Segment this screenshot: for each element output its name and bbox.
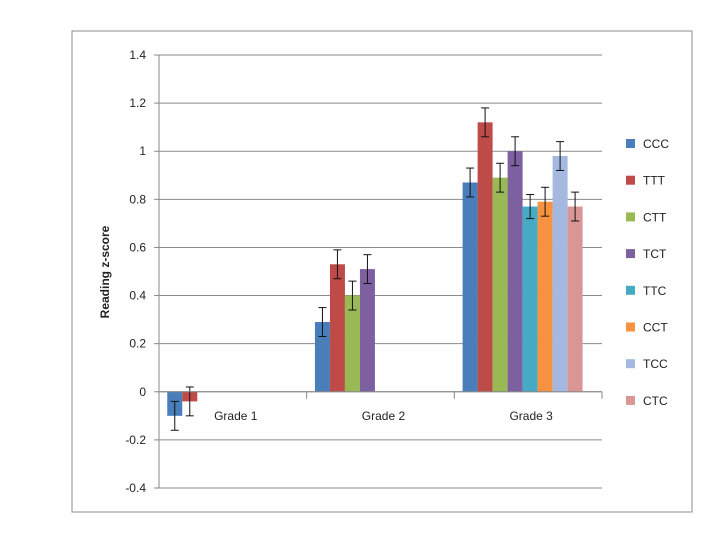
legend-swatch-ttc — [626, 285, 635, 295]
x-category-label: Grade 1 — [214, 409, 258, 423]
y-axis-label: Reading z-score — [98, 225, 112, 318]
legend-label-ttt: TTT — [643, 174, 666, 188]
bar-ccc-grade-3 — [462, 182, 478, 392]
y-tick-label: 0.8 — [129, 192, 146, 206]
y-tick-label: 0.4 — [129, 289, 146, 303]
bar-ctc-grade-3 — [567, 206, 583, 392]
bar-cct-grade-3 — [537, 201, 553, 392]
bar-ttt-grade-3 — [477, 122, 493, 392]
y-tick-label: -0.2 — [125, 433, 146, 447]
bar-ttt-grade-2 — [329, 264, 345, 392]
bar-ctt-grade-3 — [492, 177, 508, 392]
legend-label-ctc: CTC — [643, 394, 668, 408]
y-tick-label: 1 — [139, 144, 146, 158]
y-tick-label: 1.2 — [129, 96, 146, 110]
y-tick-label: 0.6 — [129, 240, 146, 254]
legend-label-cct: CCT — [643, 321, 668, 335]
y-tick-label: 0.2 — [129, 337, 146, 351]
y-tick-label: 1.4 — [129, 48, 146, 62]
bar-tct-grade-2 — [359, 269, 375, 392]
legend-swatch-ctc — [626, 395, 635, 405]
bar-ttc-grade-3 — [522, 206, 538, 392]
x-category-label: Grade 3 — [509, 409, 553, 423]
y-tick-label: -0.4 — [125, 481, 146, 495]
legend-swatch-ccc — [626, 139, 635, 148]
legend-label-tcc: TCC — [643, 357, 668, 371]
legend-label-ctt: CTT — [643, 210, 667, 224]
y-tick-label: 0 — [139, 385, 146, 399]
bar-ctt-grade-2 — [344, 295, 360, 392]
bars — [167, 107, 583, 431]
legend: CCC TTT CTT TCT TTC CCT TCC CTC — [626, 137, 669, 408]
legend-swatch-ctt — [626, 212, 635, 222]
legend-swatch-tct — [626, 249, 635, 259]
bar-tct-grade-3 — [507, 151, 523, 392]
legend-swatch-tcc — [626, 359, 635, 369]
x-category-label: Grade 2 — [362, 409, 406, 423]
legend-label-tct: TCT — [643, 247, 667, 261]
legend-swatch-cct — [626, 322, 635, 332]
legend-swatch-ttt — [626, 175, 635, 185]
x-axis-ticks: Grade 1 Grade 2 Grade 3 — [158, 391, 603, 423]
legend-label-ttc: TTC — [643, 284, 667, 298]
chart-frame — [71, 30, 693, 513]
bar-tcc-grade-3 — [552, 156, 568, 392]
bar-ccc-grade-2 — [314, 322, 330, 392]
y-axis-ticks: 1.4 1.2 1 0.8 0.6 0.4 0.2 0 -0.2 -0.4 — [125, 48, 159, 495]
legend-label-ccc: CCC — [643, 137, 669, 151]
